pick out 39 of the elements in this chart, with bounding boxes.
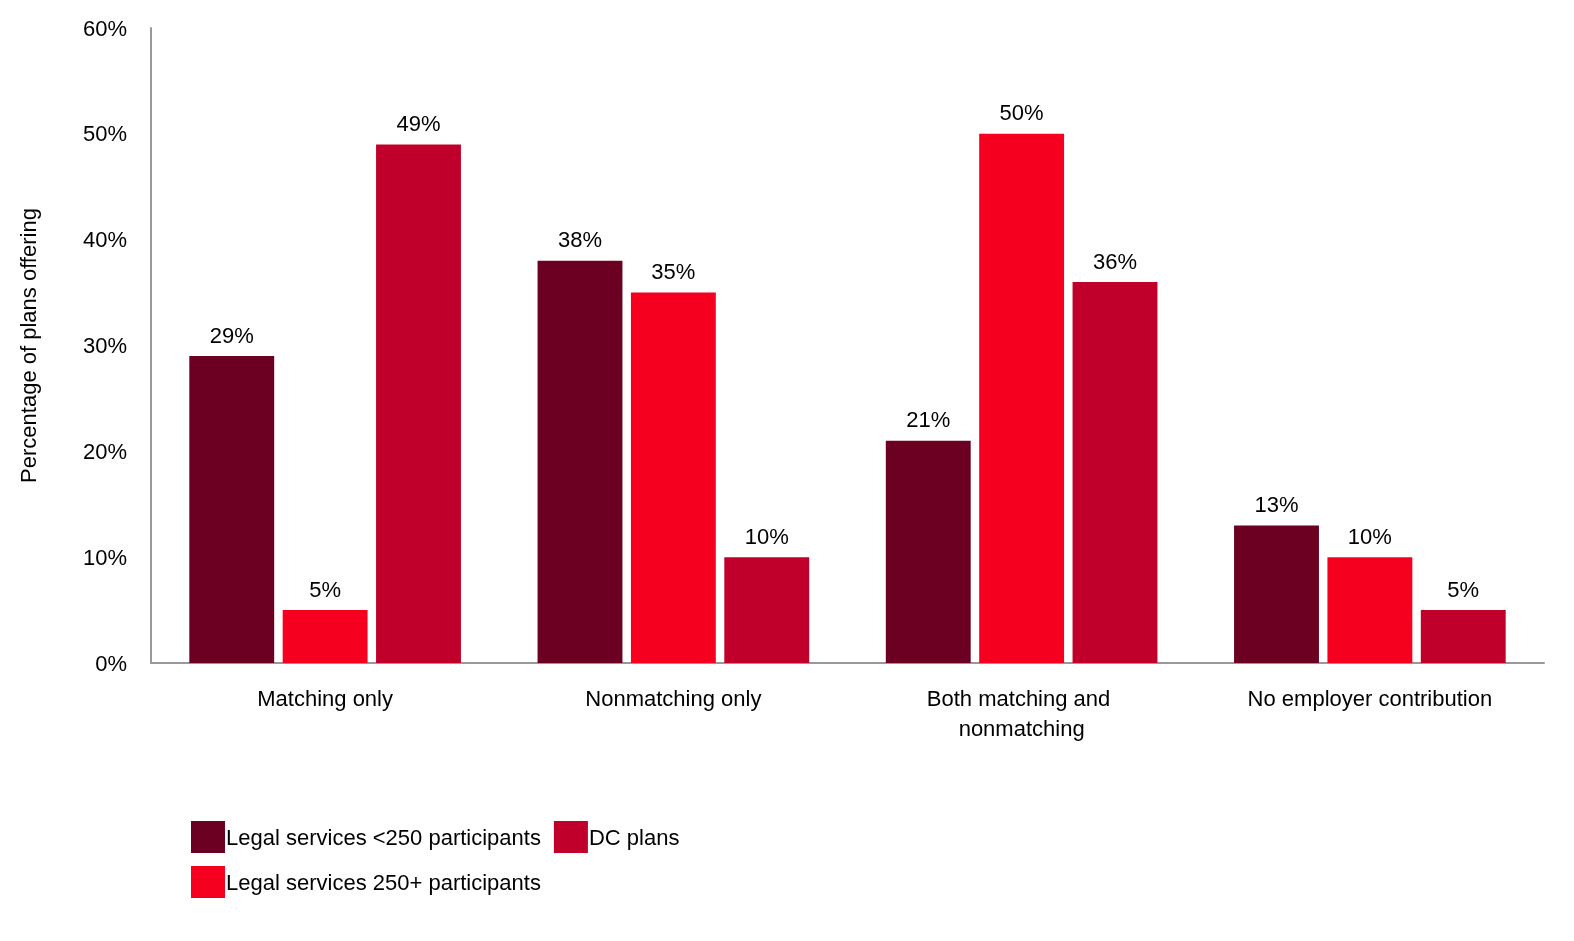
y-tick-label: 60% bbox=[82, 15, 127, 41]
bar bbox=[979, 133, 1065, 663]
bar bbox=[189, 356, 275, 663]
data-label: 10% bbox=[744, 523, 789, 549]
bar bbox=[1234, 525, 1319, 663]
x-tick-label: No employer contribution bbox=[1247, 685, 1493, 711]
data-label: 29% bbox=[209, 322, 254, 348]
data-label: 13% bbox=[1254, 491, 1299, 517]
bar bbox=[537, 260, 623, 663]
bar bbox=[376, 144, 461, 663]
legend-label: DC plans bbox=[588, 824, 680, 850]
data-label: 38% bbox=[557, 227, 603, 253]
bar bbox=[630, 292, 716, 663]
bar bbox=[1072, 282, 1158, 663]
data-label: 50% bbox=[999, 100, 1044, 126]
data-label: 5% bbox=[1447, 576, 1480, 602]
y-tick-label: 20% bbox=[82, 438, 127, 464]
data-label: 49% bbox=[396, 110, 441, 136]
bar bbox=[724, 557, 810, 663]
x-tick-label: Both matching and nonmatching bbox=[926, 685, 1117, 741]
y-tick-label: 30% bbox=[82, 333, 127, 358]
data-label: 36% bbox=[1092, 248, 1138, 274]
data-label: 5% bbox=[309, 576, 342, 602]
data-label: 10% bbox=[1347, 523, 1392, 549]
bar bbox=[282, 610, 368, 663]
x-tick-label: Matching only bbox=[257, 685, 393, 711]
y-tick-label: 40% bbox=[82, 227, 127, 253]
bar bbox=[1420, 610, 1506, 663]
legend-label: Legal services 250+ participants bbox=[226, 869, 541, 895]
y-tick-label: 0% bbox=[95, 650, 127, 676]
y-tick-label: 50% bbox=[82, 121, 127, 147]
bar bbox=[1327, 557, 1413, 663]
y-tick-label: 10% bbox=[82, 544, 127, 570]
legend-label: Legal services <250 participants bbox=[226, 824, 541, 850]
y-axis-title: Percentage of plans offering bbox=[15, 208, 41, 483]
data-label: 21% bbox=[906, 407, 951, 433]
x-tick-label: Nonmatching only bbox=[585, 685, 762, 711]
data-label: 35% bbox=[651, 259, 696, 285]
bar bbox=[885, 440, 971, 663]
